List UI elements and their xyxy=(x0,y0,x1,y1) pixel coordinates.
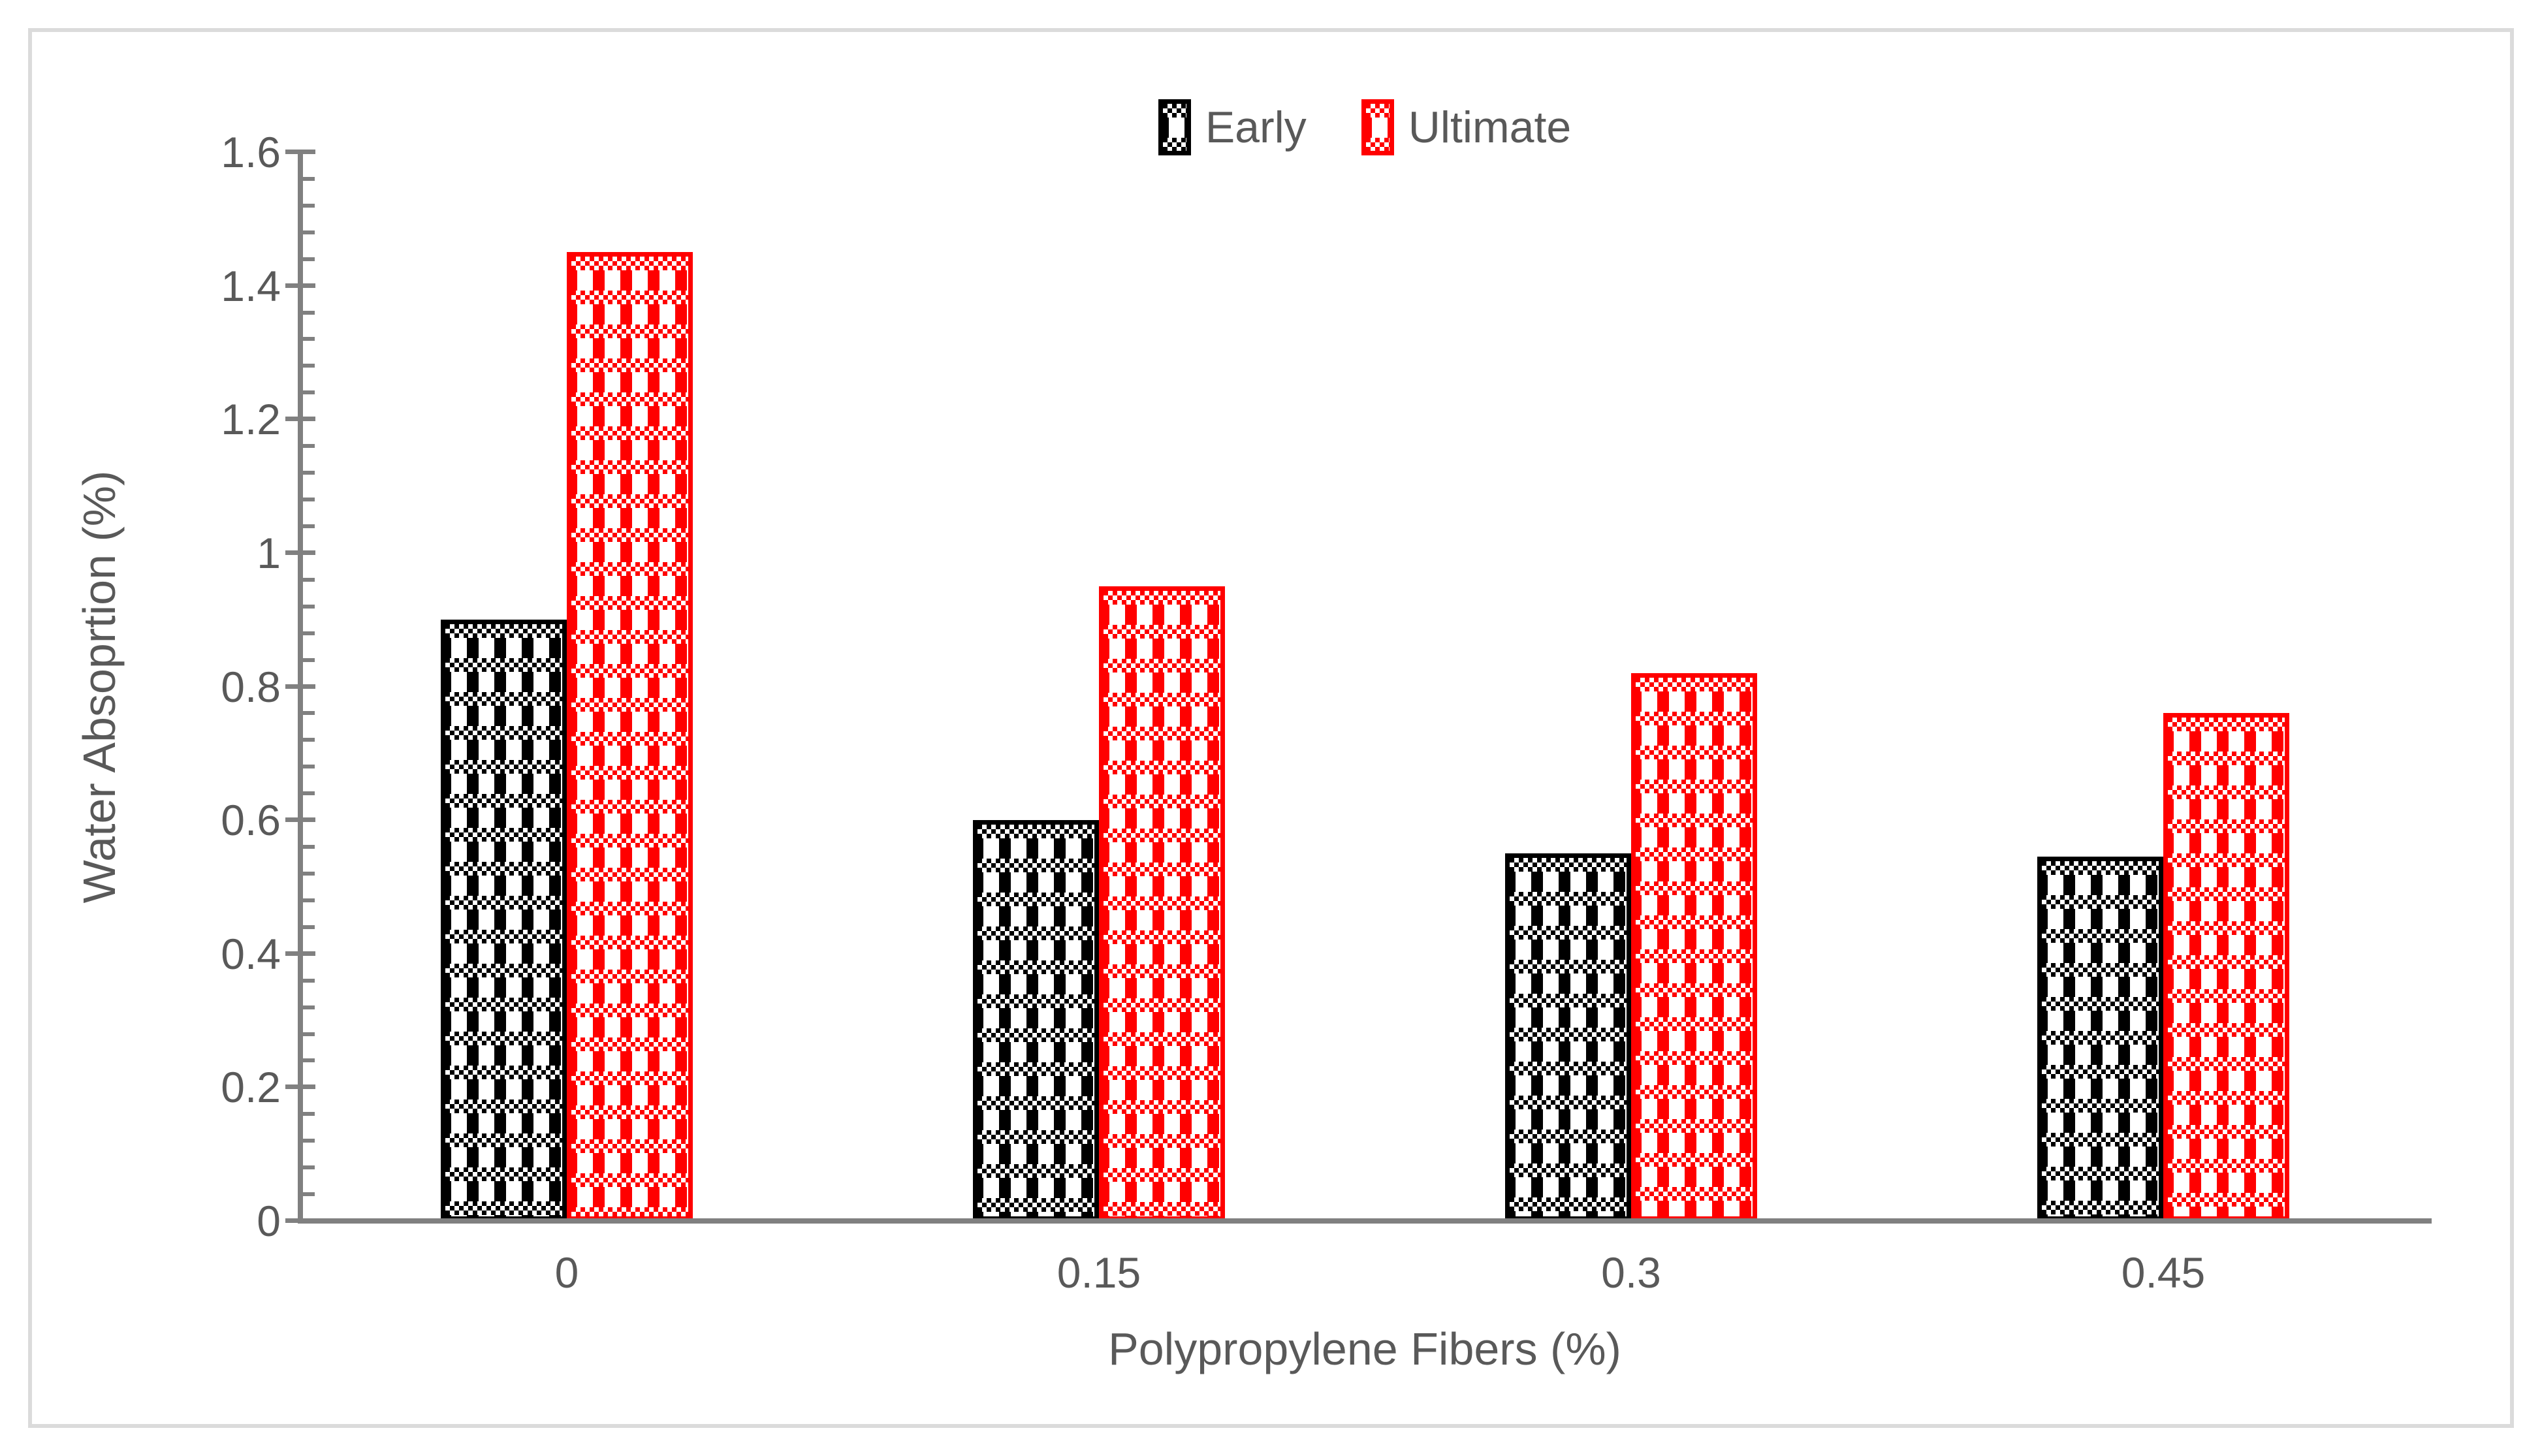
bar-early-0 xyxy=(441,620,567,1221)
y-axis-major-tick xyxy=(285,1218,315,1223)
y-axis-major-tick xyxy=(285,550,315,555)
y-axis-minor-tick xyxy=(300,845,315,849)
y-axis-minor-tick xyxy=(300,524,315,528)
y-axis-minor-tick xyxy=(300,177,315,181)
y-axis-minor-tick xyxy=(300,471,315,475)
bar-ultimate-0.15 xyxy=(1099,586,1225,1221)
y-axis-minor-tick xyxy=(300,765,315,768)
y-axis-major-tick xyxy=(285,417,315,421)
y-axis-tick-label: 0.2 xyxy=(221,1063,281,1111)
y-axis-minor-tick xyxy=(300,738,315,742)
legend-item-ultimate: Ultimate xyxy=(1361,99,1571,155)
y-axis-tick-label: 1 xyxy=(257,529,281,577)
y-axis-major-tick xyxy=(285,817,315,822)
x-axis-line xyxy=(298,1218,2432,1224)
y-axis-major-tick xyxy=(285,150,315,154)
y-axis-minor-tick xyxy=(300,257,315,261)
y-axis-minor-tick xyxy=(300,1192,315,1196)
y-axis-minor-tick xyxy=(300,631,315,635)
legend-swatch-early-icon xyxy=(1158,99,1191,155)
y-axis-minor-tick xyxy=(300,390,315,394)
y-axis-title: Water Absoprtion (%) xyxy=(74,470,125,904)
legend-item-early: Early xyxy=(1158,99,1307,155)
y-axis-minor-tick xyxy=(300,658,315,662)
y-axis-tick-label: 1.4 xyxy=(221,262,281,310)
y-axis-tick-label: 0.6 xyxy=(221,796,281,844)
legend-label-ultimate: Ultimate xyxy=(1408,103,1572,152)
y-axis-minor-tick xyxy=(300,364,315,368)
y-axis-minor-tick xyxy=(300,979,315,983)
y-axis-minor-tick xyxy=(300,1058,315,1062)
y-axis-major-tick xyxy=(285,1084,315,1089)
y-axis-minor-tick xyxy=(300,337,315,341)
y-axis-minor-tick xyxy=(300,925,315,929)
bar-ultimate-0.3 xyxy=(1631,673,1757,1221)
y-axis-minor-tick xyxy=(300,1112,315,1116)
y-axis-tick-label: 0.4 xyxy=(221,930,281,978)
y-axis-minor-tick xyxy=(300,1005,315,1009)
y-axis-major-tick xyxy=(285,684,315,689)
y-axis-minor-tick xyxy=(300,578,315,582)
y-axis-minor-tick xyxy=(300,711,315,715)
y-axis-minor-tick xyxy=(300,872,315,876)
x-category-label: 0.15 xyxy=(1057,1248,1141,1297)
y-axis-minor-tick xyxy=(300,1032,315,1036)
y-axis-minor-tick xyxy=(300,230,315,234)
y-axis-minor-tick xyxy=(300,1139,315,1143)
y-axis-minor-tick xyxy=(300,1165,315,1169)
x-category-label: 0.3 xyxy=(1601,1248,1661,1297)
y-axis-major-tick xyxy=(285,951,315,956)
legend-label-early: Early xyxy=(1205,103,1307,152)
x-category-label: 0 xyxy=(554,1248,579,1297)
y-axis-minor-tick xyxy=(300,311,315,315)
chart-frame-border xyxy=(28,28,2514,1428)
y-axis-tick-label: 0 xyxy=(257,1197,281,1245)
legend-swatch-ultimate-icon xyxy=(1361,99,1394,155)
y-axis-minor-tick xyxy=(300,444,315,448)
y-axis-tick-label: 1.6 xyxy=(221,128,281,176)
y-axis-tick-label: 0.8 xyxy=(221,663,281,711)
y-axis-major-tick xyxy=(285,283,315,288)
bar-ultimate-0.45 xyxy=(2163,713,2289,1221)
bar-ultimate-0 xyxy=(567,252,693,1221)
y-axis-minor-tick xyxy=(300,498,315,501)
y-axis-minor-tick xyxy=(300,204,315,208)
x-category-label: 0.45 xyxy=(2121,1248,2206,1297)
y-axis-tick-label: 1.2 xyxy=(221,395,281,443)
y-axis-minor-tick xyxy=(300,791,315,795)
legend: Early Ultimate xyxy=(300,91,2429,163)
y-axis-minor-tick xyxy=(300,898,315,902)
x-axis-title: Polypropylene Fibers (%) xyxy=(1108,1323,1621,1374)
bar-early-0.45 xyxy=(2037,857,2163,1221)
y-axis-minor-tick xyxy=(300,605,315,609)
bar-early-0.3 xyxy=(1505,853,1631,1221)
bar-early-0.15 xyxy=(973,820,1099,1221)
